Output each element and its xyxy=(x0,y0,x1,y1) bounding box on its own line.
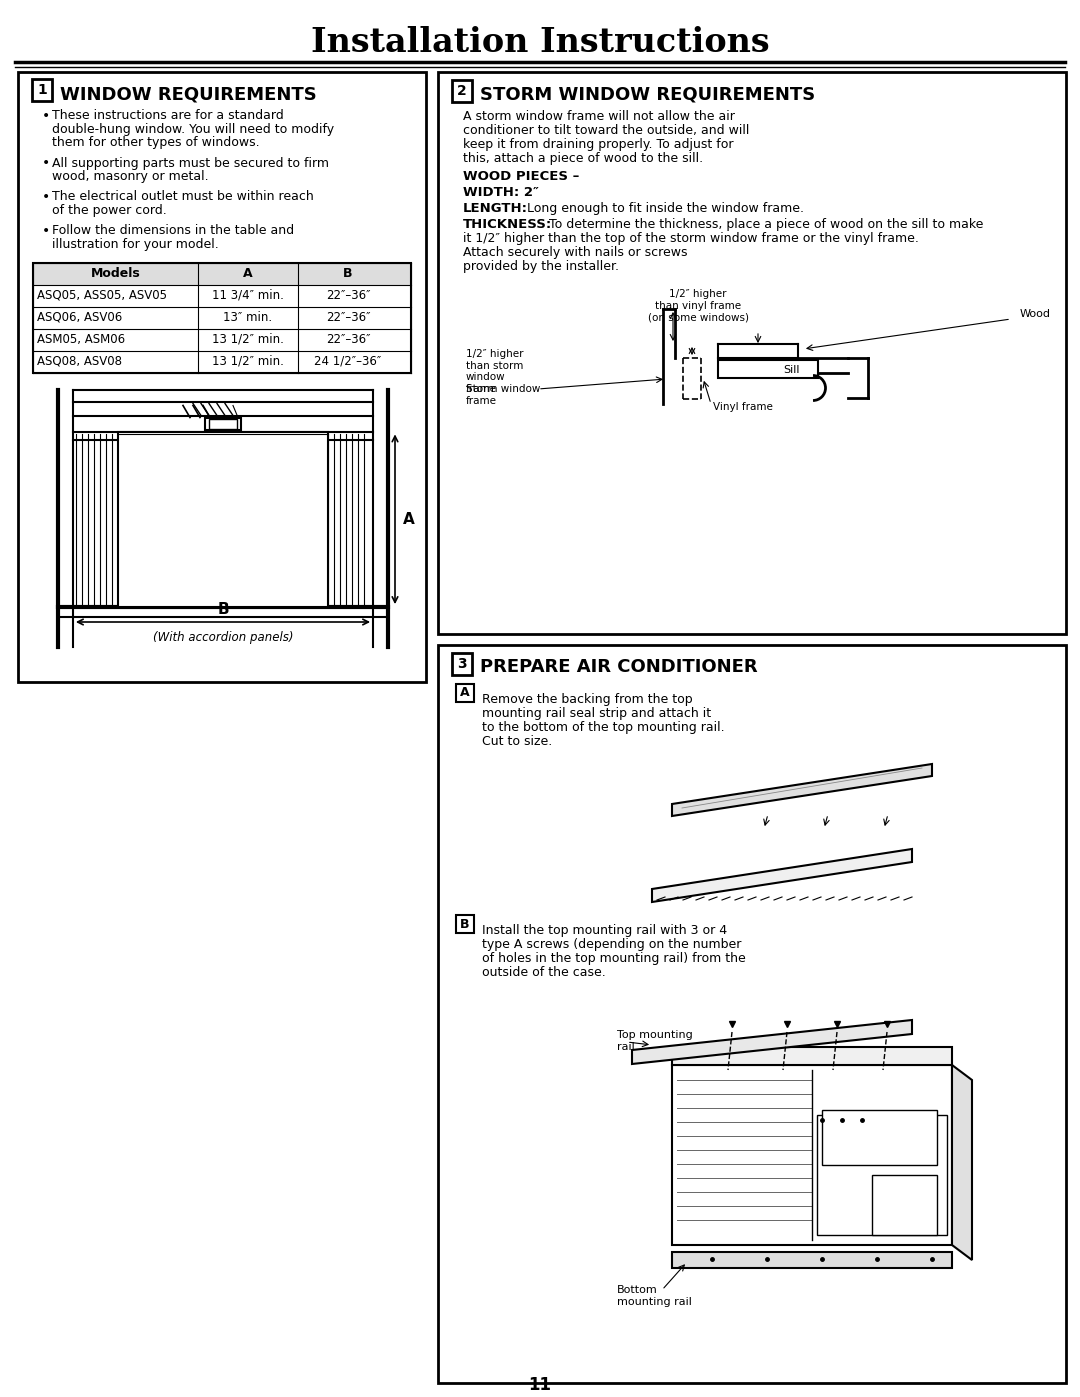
Text: PREPARE AIR CONDITIONER: PREPARE AIR CONDITIONER xyxy=(480,658,758,676)
Bar xyxy=(18,73,426,682)
Text: 11: 11 xyxy=(528,1376,552,1394)
Text: B: B xyxy=(217,602,229,617)
Text: B: B xyxy=(343,267,353,279)
Bar xyxy=(118,432,328,608)
Bar xyxy=(32,80,52,101)
Text: ASQ06, ASV06: ASQ06, ASV06 xyxy=(37,312,122,324)
Text: mounting rail seal strip and attach it: mounting rail seal strip and attach it xyxy=(482,707,711,719)
Text: •: • xyxy=(42,190,51,204)
Text: this, attach a piece of wood to the sill.: this, attach a piece of wood to the sill… xyxy=(463,152,703,165)
Text: WIDTH: 2″: WIDTH: 2″ xyxy=(463,186,539,198)
Text: WINDOW REQUIREMENTS: WINDOW REQUIREMENTS xyxy=(60,85,316,103)
Polygon shape xyxy=(951,1065,972,1260)
Text: 1/2″ higher
than storm
window
frame: 1/2″ higher than storm window frame xyxy=(465,349,524,394)
Bar xyxy=(33,306,411,328)
Text: conditioner to tilt toward the outside, and will: conditioner to tilt toward the outside, … xyxy=(463,124,750,137)
Bar xyxy=(453,652,472,675)
Polygon shape xyxy=(632,1020,912,1065)
Text: them for other types of windows.: them for other types of windows. xyxy=(52,136,259,149)
Text: double-hung window. You will need to modify: double-hung window. You will need to mod… xyxy=(52,123,334,136)
Text: The electrical outlet must be within reach: The electrical outlet must be within rea… xyxy=(52,190,314,204)
Polygon shape xyxy=(672,764,932,816)
Text: Wood: Wood xyxy=(1020,309,1051,319)
Text: type A screws (depending on the number: type A screws (depending on the number xyxy=(482,937,741,951)
Text: 1/2″ higher
than vinyl frame
(on some windows): 1/2″ higher than vinyl frame (on some wi… xyxy=(648,289,748,323)
Text: of holes in the top mounting rail) from the: of holes in the top mounting rail) from … xyxy=(482,951,746,965)
Text: Installation Instructions: Installation Instructions xyxy=(311,25,769,59)
Text: Remove the backing from the top: Remove the backing from the top xyxy=(482,693,692,705)
Text: 2: 2 xyxy=(457,84,467,98)
Text: Follow the dimensions in the table and: Follow the dimensions in the table and xyxy=(52,225,294,237)
Text: •: • xyxy=(42,156,51,170)
Text: Storm window
frame: Storm window frame xyxy=(465,384,540,405)
Bar xyxy=(822,1111,937,1165)
Text: Cut to size.: Cut to size. xyxy=(482,735,552,747)
Bar xyxy=(33,263,411,373)
Bar xyxy=(456,915,474,933)
Text: 13″ min.: 13″ min. xyxy=(224,312,272,324)
Text: 3: 3 xyxy=(457,657,467,671)
Text: Long enough to fit inside the window frame.: Long enough to fit inside the window fra… xyxy=(523,203,804,215)
Text: 11 3/4″ min.: 11 3/4″ min. xyxy=(212,289,284,302)
Text: wood, masonry or metal.: wood, masonry or metal. xyxy=(52,170,208,183)
Text: 13 1/2″ min.: 13 1/2″ min. xyxy=(212,332,284,346)
Text: 22″–36″: 22″–36″ xyxy=(326,332,370,346)
Text: B: B xyxy=(460,918,470,930)
Polygon shape xyxy=(652,849,912,902)
Text: Models: Models xyxy=(91,267,140,279)
Text: keep it from draining properly. To adjust for: keep it from draining properly. To adjus… xyxy=(463,138,733,151)
Text: it 1/2″ higher than the top of the storm window frame or the vinyl frame.: it 1/2″ higher than the top of the storm… xyxy=(463,232,919,244)
Text: A: A xyxy=(460,686,470,700)
Text: WOOD PIECES –: WOOD PIECES – xyxy=(463,170,579,183)
Bar xyxy=(33,285,411,306)
Bar xyxy=(816,1115,947,1235)
Text: 22″–36″: 22″–36″ xyxy=(326,289,370,302)
Text: To determine the thickness, place a piece of wood on the sill to make: To determine the thickness, place a piec… xyxy=(545,218,984,231)
Polygon shape xyxy=(672,1046,951,1065)
Bar xyxy=(872,1175,937,1235)
Text: THICKNESS:: THICKNESS: xyxy=(463,218,552,231)
Text: of the power cord.: of the power cord. xyxy=(52,204,166,217)
Bar xyxy=(438,73,1066,634)
Text: Sill: Sill xyxy=(783,365,799,374)
Bar xyxy=(438,645,1066,1383)
Bar xyxy=(33,263,411,285)
Text: (With accordion panels): (With accordion panels) xyxy=(152,630,294,644)
Text: Bottom
mounting rail: Bottom mounting rail xyxy=(617,1285,692,1306)
Bar xyxy=(210,419,237,429)
Text: A storm window frame will not allow the air: A storm window frame will not allow the … xyxy=(463,110,734,123)
Text: A: A xyxy=(403,511,415,527)
Text: 24 1/2″–36″: 24 1/2″–36″ xyxy=(314,355,381,367)
Text: These instructions are for a standard: These instructions are for a standard xyxy=(52,109,284,122)
Bar xyxy=(205,418,241,429)
Text: outside of the case.: outside of the case. xyxy=(482,965,606,979)
Text: 1: 1 xyxy=(37,82,46,96)
Text: A: A xyxy=(243,267,253,279)
Text: LENGTH:: LENGTH: xyxy=(463,203,528,215)
Text: ASM05, ASM06: ASM05, ASM06 xyxy=(37,332,125,346)
Text: provided by the installer.: provided by the installer. xyxy=(463,260,619,272)
Text: ASQ05, ASS05, ASV05: ASQ05, ASS05, ASV05 xyxy=(37,289,167,302)
Bar xyxy=(672,1252,951,1268)
Bar xyxy=(456,685,474,703)
Bar xyxy=(453,80,472,102)
Bar xyxy=(33,328,411,351)
Text: Vinyl frame: Vinyl frame xyxy=(713,402,773,412)
Text: 22″–36″: 22″–36″ xyxy=(326,312,370,324)
Text: ASQ08, ASV08: ASQ08, ASV08 xyxy=(37,355,122,367)
Text: Top mounting
rail: Top mounting rail xyxy=(617,1030,692,1052)
Text: •: • xyxy=(42,109,51,123)
Text: Attach securely with nails or screws: Attach securely with nails or screws xyxy=(463,246,688,258)
Text: All supporting parts must be secured to firm: All supporting parts must be secured to … xyxy=(52,156,329,169)
Bar xyxy=(718,360,818,379)
Text: to the bottom of the top mounting rail.: to the bottom of the top mounting rail. xyxy=(482,721,725,733)
Text: •: • xyxy=(42,225,51,239)
Text: Install the top mounting rail with 3 or 4: Install the top mounting rail with 3 or … xyxy=(482,923,727,937)
Text: illustration for your model.: illustration for your model. xyxy=(52,237,219,251)
Text: 13 1/2″ min.: 13 1/2″ min. xyxy=(212,355,284,367)
Text: STORM WINDOW REQUIREMENTS: STORM WINDOW REQUIREMENTS xyxy=(480,85,815,103)
Bar xyxy=(33,351,411,373)
Bar xyxy=(672,1065,951,1245)
